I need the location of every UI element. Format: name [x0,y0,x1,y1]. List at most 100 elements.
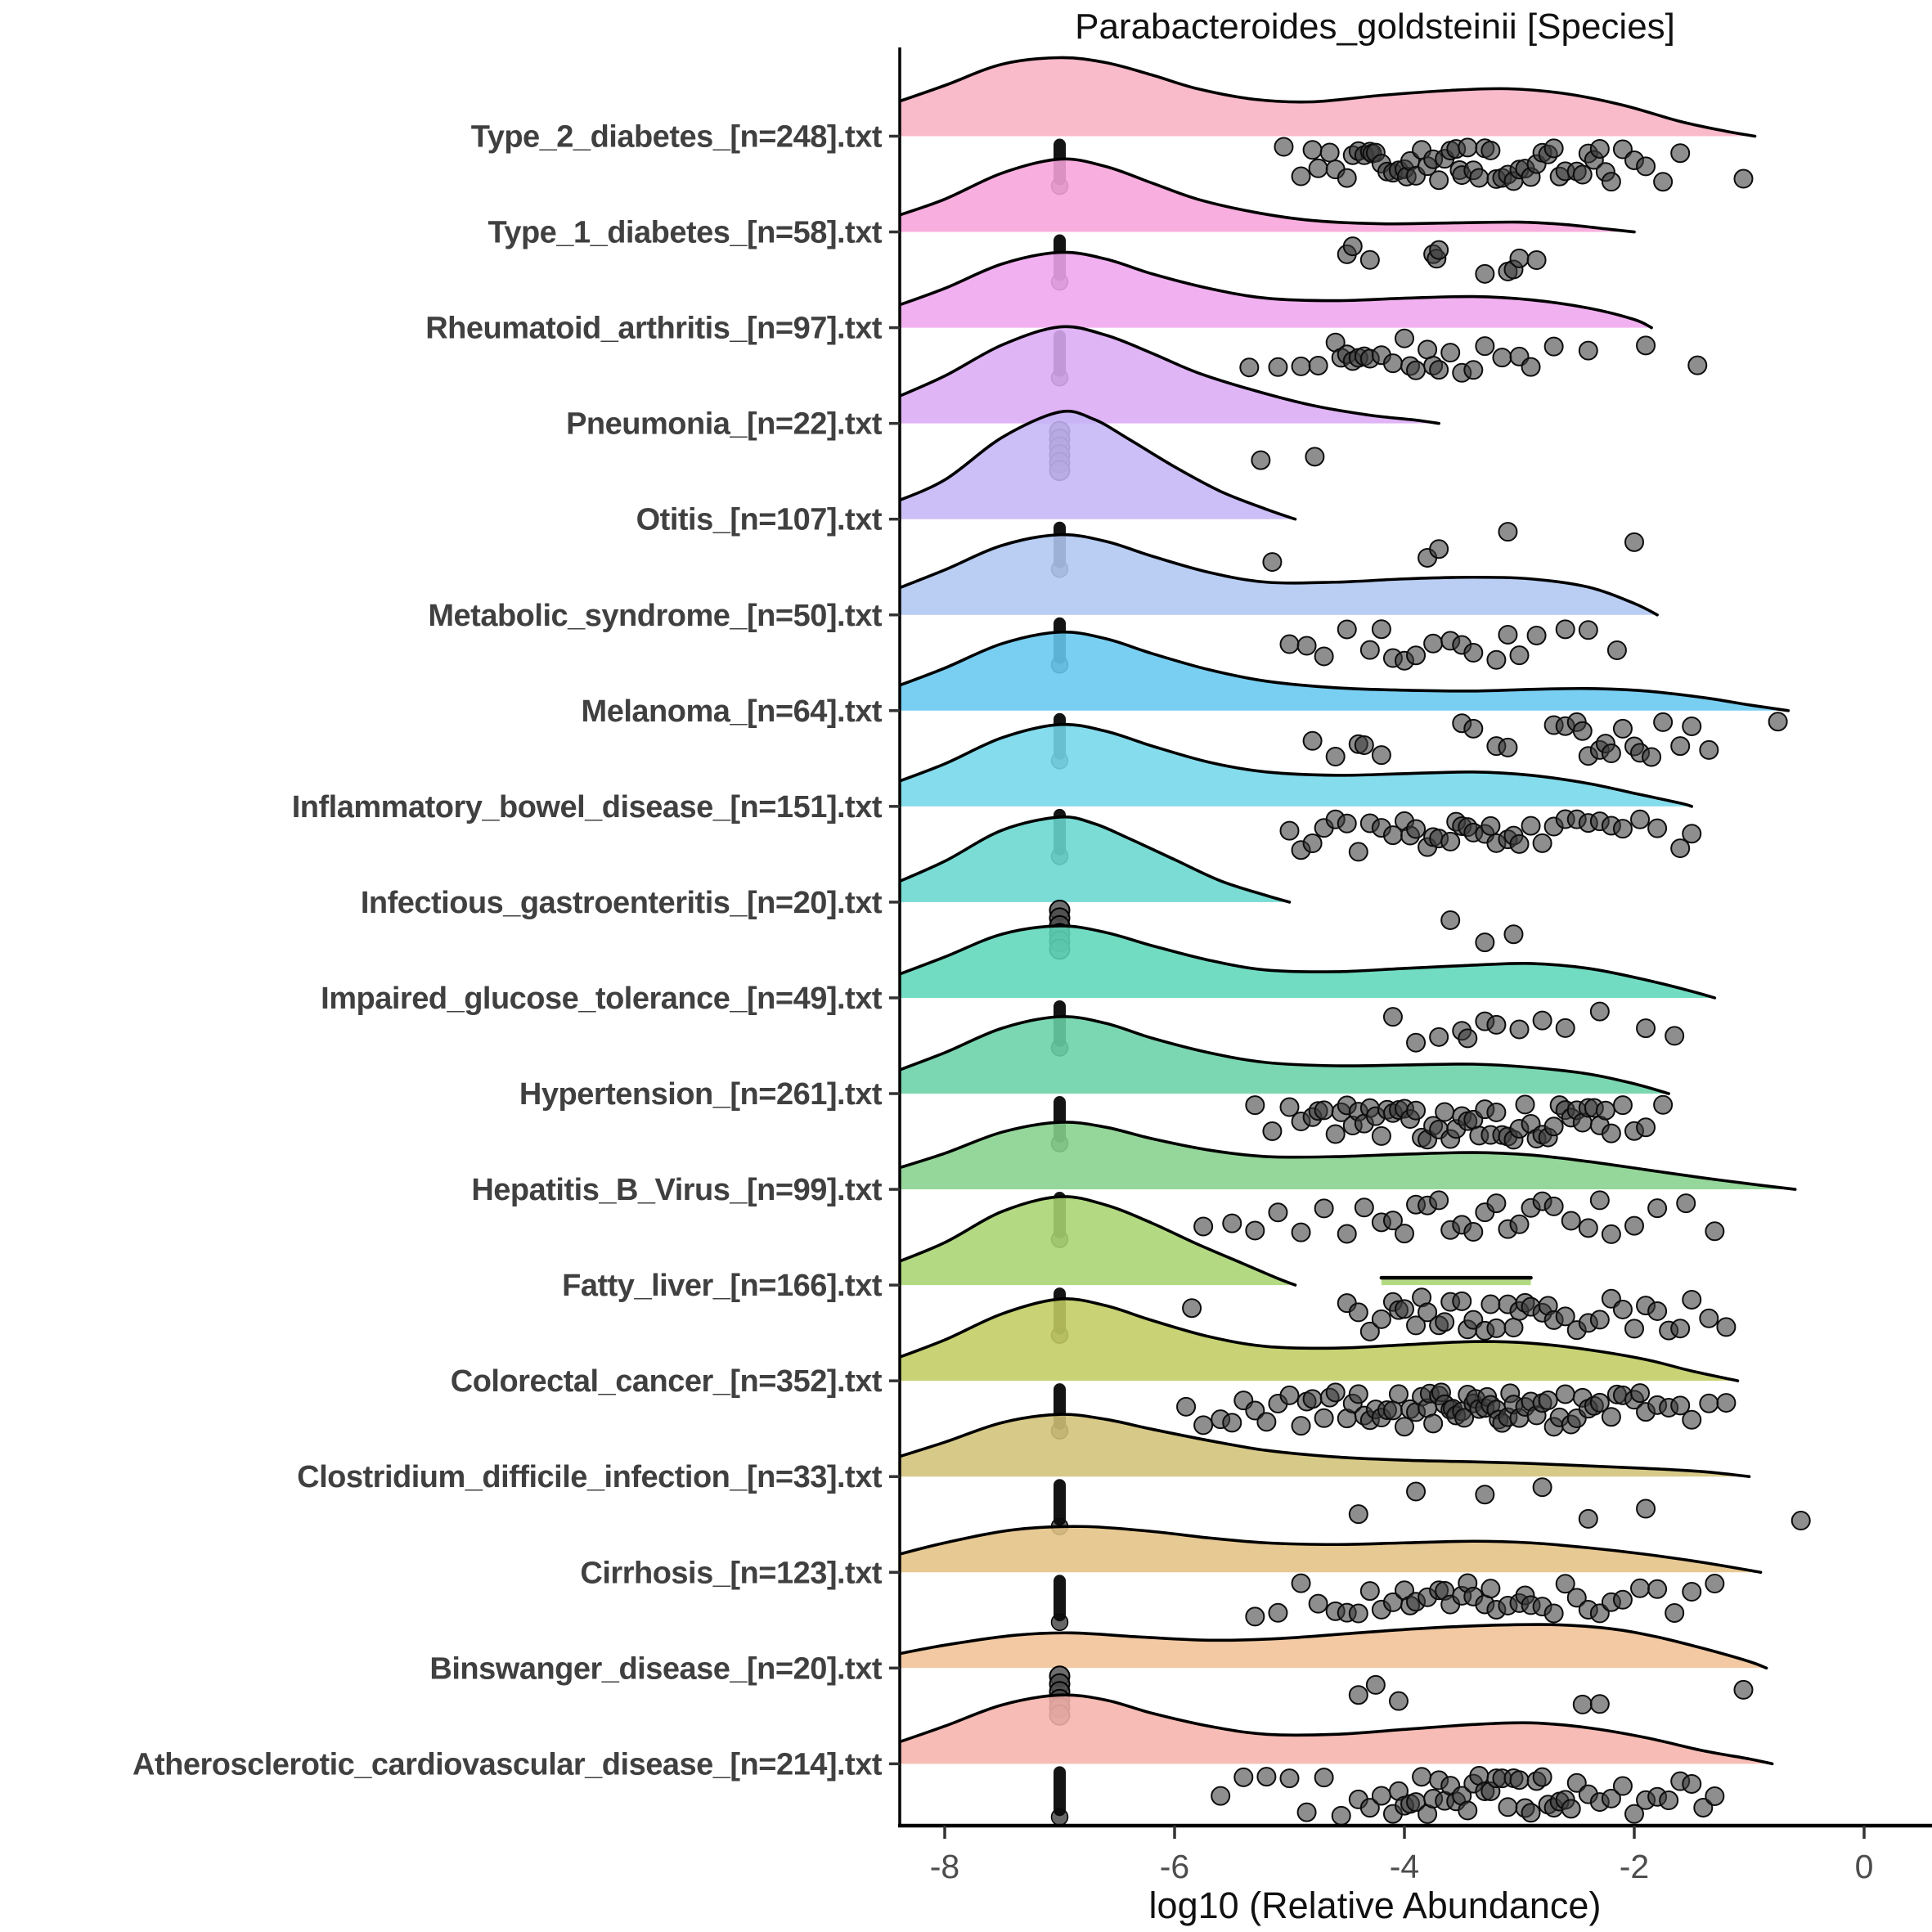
data-point [1429,360,1449,380]
data-point [1589,1392,1610,1413]
data-point [1498,737,1518,757]
data-point [1636,1498,1656,1519]
data-point [1314,1408,1334,1428]
data-point [1406,360,1427,380]
ridge-row [900,630,1790,770]
data-point [1555,1384,1575,1404]
data-point [1636,1117,1656,1138]
data-point [1395,328,1414,348]
data-point [1636,156,1656,177]
data-point [1475,932,1495,953]
data-point [1388,1691,1409,1711]
density-ridge-outline [900,325,1440,425]
data-point [1291,1222,1311,1242]
data-point [1733,1679,1754,1700]
data-point [1382,1007,1403,1027]
data-point [1371,619,1391,640]
data-point [1371,1309,1391,1329]
density-ridge-outline [900,1525,1763,1575]
data-point [1354,1197,1374,1218]
density-ridge-fill [900,1016,1669,1094]
density-ridge-outline [900,924,1717,1000]
data-point [1612,1776,1633,1796]
density-ridge-fill [900,326,1440,424]
data-point [1624,1804,1644,1824]
data-point [1733,168,1754,189]
data-point [1572,164,1593,185]
data-point [1555,1306,1575,1327]
density-ridge-fill [900,534,1658,615]
data-point [1566,1588,1587,1608]
x-axis-title: log10 (Relative Abundance) [1148,1885,1602,1926]
data-point [1382,1400,1403,1421]
data-point [1486,1193,1507,1214]
y-tick-label: Atherosclerotic_cardiovascular_disease_[… [133,1747,883,1781]
density-ridge-fill [900,816,1290,902]
data-point [1521,815,1541,836]
data-point [1768,712,1788,732]
data-point [1308,1593,1328,1614]
data-point [1486,1318,1507,1338]
data-point [1193,1415,1214,1436]
data-point [1790,1511,1811,1531]
data-point [1601,1224,1621,1244]
data-point [1412,1767,1432,1787]
data-point [1406,645,1427,666]
data-point [1279,820,1300,841]
data-point [1601,1407,1621,1427]
data-point [1475,1485,1495,1505]
data-point [1463,1222,1484,1242]
y-tick-label: Impaired_glucose_tolerance_[n=49].txt [321,982,883,1016]
data-point [1630,1578,1651,1598]
data-point [1601,1788,1621,1808]
data-point [1601,744,1621,764]
y-tick-label: Colorectal_cancer_[n=352].txt [451,1364,883,1399]
y-tick-label: Inflammatory_bowel_disease_[n=151].txt [292,790,883,824]
data-point [1302,730,1323,751]
density-ridge-fill [900,1121,1795,1190]
data-point [1423,633,1444,654]
data-point [1653,1094,1674,1115]
data-point [1359,1321,1380,1341]
data-point [1693,1797,1714,1817]
data-point [1526,625,1547,645]
data-point [1682,1582,1702,1602]
data-point [1262,1121,1283,1141]
data-point [1561,1799,1581,1819]
data-point [1555,619,1575,640]
data-point [1532,833,1552,853]
data-point [1359,1798,1380,1818]
data-point [1268,357,1288,377]
data-point [1314,1198,1334,1219]
data-point [1682,1773,1702,1794]
data-point [1509,645,1530,666]
data-point [1337,619,1357,640]
data-point [1682,1289,1702,1310]
data-point [1382,353,1403,374]
detection-limit-bar [1054,1766,1066,1817]
data-point [1406,1481,1427,1502]
data-point [1296,636,1317,656]
data-point [1503,1318,1524,1338]
data-point [1670,838,1691,859]
data-point [1612,1095,1633,1116]
data-point [1676,1193,1696,1214]
x-tick-label: -6 [1160,1848,1189,1885]
data-point [1647,1301,1668,1321]
data-point [1291,1416,1311,1436]
data-point [1440,831,1461,851]
ridge-row [900,250,1708,387]
data-point [1371,1126,1391,1146]
data-point [1589,1310,1610,1330]
y-tick-label: Rheumatoid_arthritis_[n=97].txt [425,312,883,346]
data-point [1538,1390,1558,1410]
data-point [1314,1100,1334,1121]
data-point [1348,1302,1368,1323]
data-point [1475,263,1495,284]
data-point [1653,712,1674,732]
data-point [1543,1196,1564,1216]
data-point [1440,343,1461,363]
data-point [1406,1315,1427,1336]
data-point [1406,819,1427,839]
